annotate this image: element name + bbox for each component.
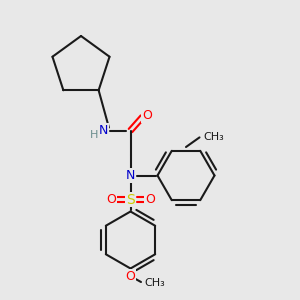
Text: CH₃: CH₃ [203,132,224,142]
Text: S: S [126,193,135,206]
Text: N: N [126,169,135,182]
Text: O: O [106,193,116,206]
Text: CH₃: CH₃ [144,278,165,289]
Text: N: N [99,124,108,137]
Text: O: O [145,193,155,206]
Text: O: O [142,109,152,122]
Text: H: H [90,130,99,140]
Text: O: O [126,269,135,283]
